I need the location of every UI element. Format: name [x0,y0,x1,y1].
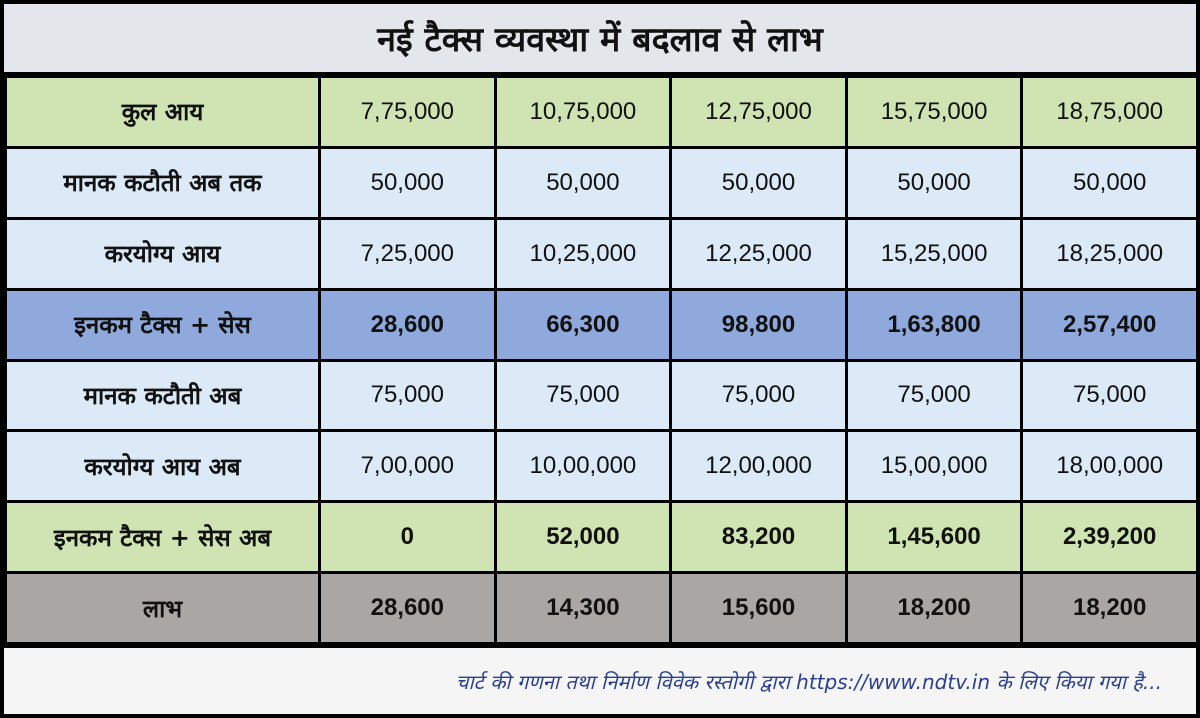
table-cell: 12,00,000 [669,429,848,504]
table-cell: 83,200 [669,500,848,575]
table-row-taxable-income-old: करयोग्य आय 7,25,000 10,25,000 12,25,000 … [4,216,1199,291]
table-cell: 7,25,000 [318,216,497,291]
table-cell: 15,75,000 [844,75,1024,149]
row-label: इनकम टैक्स + सेस अब [4,500,321,575]
table-cell: 15,600 [669,571,848,645]
table-cell: 7,00,000 [318,429,497,504]
table-cell: 10,00,000 [493,429,673,504]
table-cell: 75,000 [844,358,1024,433]
row-label: कुल आय [4,75,321,149]
table-cell: 1,63,800 [844,287,1024,362]
table-cell: 50,000 [669,145,848,220]
table-cell: 14,300 [493,571,673,645]
table-cell: 98,800 [669,287,848,362]
table-cell: 50,000 [844,145,1024,220]
table-row-income-tax-cess-new: इनकम टैक्स + सेस अब 0 52,000 83,200 1,45… [4,500,1199,575]
row-label: करयोग्य आय [4,216,321,291]
table-cell: 2,39,200 [1020,500,1199,575]
table-cell: 10,25,000 [493,216,673,291]
tax-table-card: नई टैक्स व्यवस्था में बदलाव से लाभ कुल आ… [4,4,1199,714]
table-row-income-tax-cess-old: इनकम टैक्स + सेस 28,600 66,300 98,800 1,… [4,287,1199,362]
table-cell: 10,75,000 [493,75,673,149]
table-cell: 66,300 [493,287,673,362]
tax-comparison-table: कुल आय 7,75,000 10,75,000 12,75,000 15,7… [4,75,1199,645]
table-cell: 75,000 [493,358,673,433]
table-cell: 15,00,000 [844,429,1024,504]
table-cell: 18,25,000 [1020,216,1199,291]
table-cell: 2,57,400 [1020,287,1199,362]
table-row-benefit: लाभ 28,600 14,300 15,600 18,200 18,200 [4,571,1199,645]
table-cell: 28,600 [318,287,497,362]
table-cell: 75,000 [1020,358,1199,433]
table-row-standard-deduction-new: मानक कटौती अब 75,000 75,000 75,000 75,00… [4,358,1199,433]
table-cell: 18,00,000 [1020,429,1199,504]
table-cell: 18,200 [1020,571,1199,645]
table-row-standard-deduction-old: मानक कटौती अब तक 50,000 50,000 50,000 50… [4,145,1199,220]
credit-footer: चार्ट की गणना तथा निर्माण विवेक रस्तोगी … [4,648,1196,714]
row-label: मानक कटौती अब [4,358,321,433]
table-cell: 12,75,000 [669,75,848,149]
table-cell: 7,75,000 [318,75,497,149]
table-cell: 75,000 [669,358,848,433]
row-label: इनकम टैक्स + सेस [4,287,321,362]
table-cell: 28,600 [318,571,497,645]
table-cell: 52,000 [493,500,673,575]
table-cell: 50,000 [1020,145,1199,220]
table-title: नई टैक्स व्यवस्था में बदलाव से लाभ [4,4,1196,75]
row-label: लाभ [4,571,321,645]
row-label: मानक कटौती अब तक [4,145,321,220]
table-row-total-income: कुल आय 7,75,000 10,75,000 12,75,000 15,7… [4,75,1199,149]
table-row-taxable-income-new: करयोग्य आय अब 7,00,000 10,00,000 12,00,0… [4,429,1199,504]
table-cell: 15,25,000 [844,216,1024,291]
table-cell: 1,45,600 [844,500,1024,575]
table-cell: 12,25,000 [669,216,848,291]
table-cell: 75,000 [318,358,497,433]
table-cell: 0 [318,500,497,575]
table-cell: 18,200 [844,571,1024,645]
table-cell: 18,75,000 [1020,75,1199,149]
table-cell: 50,000 [318,145,497,220]
row-label: करयोग्य आय अब [4,429,321,504]
table-cell: 50,000 [493,145,673,220]
